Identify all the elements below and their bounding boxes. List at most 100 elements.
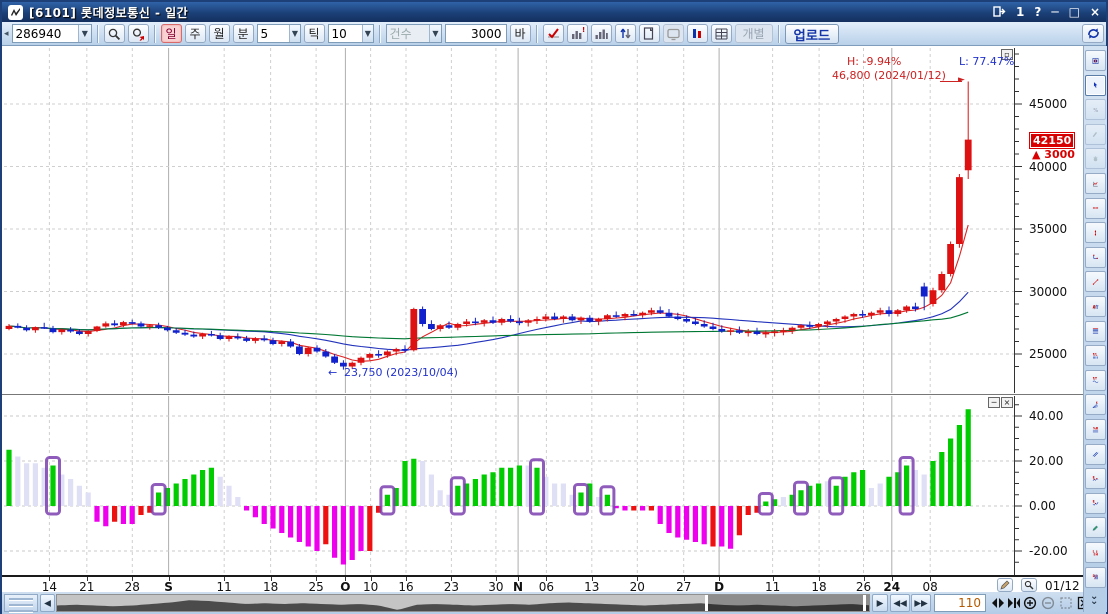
time-tick-label: S bbox=[164, 580, 173, 594]
bar-count-field[interactable] bbox=[444, 24, 507, 43]
indicator-minimize-icon[interactable]: ─ bbox=[988, 397, 1000, 408]
time-tick-label: 28 bbox=[124, 580, 140, 594]
chevron-down-icon[interactable]: ▼ bbox=[289, 25, 300, 42]
instance-badge[interactable]: 1 bbox=[1016, 5, 1025, 19]
horizontal-line-icon[interactable] bbox=[1085, 197, 1106, 219]
time-tick-label: D bbox=[714, 580, 725, 594]
svg-text:f/f: f/f bbox=[1093, 377, 1097, 381]
pencil-draw-icon[interactable] bbox=[1085, 517, 1106, 539]
trend-line-icon[interactable] bbox=[1085, 271, 1106, 293]
time-tick-label: 06 bbox=[538, 580, 554, 594]
minute-interval-value[interactable] bbox=[257, 26, 290, 41]
detach-window-icon[interactable] bbox=[993, 5, 1006, 19]
copy-chart-icon[interactable] bbox=[638, 24, 660, 43]
time-tick-label: 20 bbox=[629, 580, 645, 594]
parallel-channel-icon[interactable] bbox=[1085, 443, 1106, 465]
hand-move-icon bbox=[1085, 148, 1106, 170]
fib-bars-icon[interactable]: f/L bbox=[1085, 345, 1106, 367]
compress-horizontal-icon[interactable] bbox=[1006, 595, 1022, 611]
time-tick-label: 08 bbox=[922, 580, 938, 594]
expand-horizontal-icon[interactable] bbox=[990, 595, 1006, 611]
scroll-left-icon[interactable]: ◂ bbox=[40, 594, 55, 612]
last-price-marker: 42150 bbox=[1028, 131, 1076, 149]
pattern-candle-icon[interactable]: D bbox=[1085, 566, 1106, 588]
scrollbar-grip[interactable] bbox=[4, 594, 38, 613]
price-change-label: ▲ 3000 bbox=[1032, 147, 1075, 161]
visible-bars-input[interactable] bbox=[935, 595, 985, 611]
chevron-down-icon[interactable]: ▼ bbox=[362, 25, 373, 42]
period-week-button[interactable]: 주 bbox=[184, 24, 206, 43]
elliott-wave-icon[interactable]: E bbox=[1085, 468, 1106, 490]
sidebar-more-chevron-icon[interactable]: ⌄ ⌄ bbox=[1090, 591, 1099, 607]
indicator-close-icon[interactable]: × bbox=[1001, 397, 1013, 408]
indicator-histogram-panel[interactable] bbox=[4, 396, 1014, 575]
bar-count-input[interactable] bbox=[445, 25, 506, 42]
stock-code-combo[interactable]: ▼ bbox=[11, 24, 92, 43]
panel-divider[interactable] bbox=[2, 394, 1083, 395]
period-month-button[interactable]: 월 bbox=[208, 24, 230, 43]
search-button[interactable] bbox=[103, 24, 125, 43]
elliott-impulse-icon[interactable]: E bbox=[1085, 492, 1106, 514]
time-tick-label: 25 bbox=[308, 580, 324, 594]
hand-edit-icon bbox=[1085, 123, 1106, 145]
polyline-tool-icon[interactable] bbox=[1085, 246, 1106, 268]
time-tick-label: 14 bbox=[41, 580, 58, 594]
refresh-icon[interactable] bbox=[1082, 24, 1104, 43]
time-tick-label: 18 bbox=[811, 580, 827, 594]
price-tick-label: 45000 bbox=[1029, 97, 1068, 111]
compare-chart-icon[interactable] bbox=[686, 24, 708, 43]
time-tick-label: 24 bbox=[883, 580, 901, 594]
page-right-icon[interactable]: ▸▸ bbox=[911, 594, 931, 612]
data-grid-icon[interactable] bbox=[710, 24, 732, 43]
time-tick-label: 18 bbox=[262, 580, 279, 594]
fib-fan-icon[interactable]: f bbox=[1085, 394, 1106, 416]
visible-bars-field[interactable] bbox=[934, 594, 986, 612]
close-button[interactable]: × bbox=[1089, 5, 1100, 19]
vertical-line-icon[interactable] bbox=[1085, 222, 1106, 244]
cursor-arrow-icon[interactable] bbox=[1085, 74, 1106, 96]
title-bar: [6101] 롯데정보통신 - 일간 1 ? ─ □ × bbox=[2, 2, 1106, 22]
period-minute-button[interactable]: 분 bbox=[232, 24, 254, 43]
toolbar-scroll-left-icon[interactable]: ◂ bbox=[4, 28, 9, 39]
zoom-search-icon[interactable] bbox=[1021, 578, 1037, 592]
main-candle-chart[interactable] bbox=[4, 48, 1014, 393]
svg-text:E: E bbox=[1093, 475, 1095, 479]
mini-chart-icon[interactable] bbox=[1085, 173, 1106, 194]
chevron-down-icon[interactable]: ▼ bbox=[78, 25, 91, 42]
stock-code-input[interactable] bbox=[12, 26, 79, 41]
annotate-pencil-icon[interactable] bbox=[997, 578, 1013, 592]
history-navigator[interactable] bbox=[56, 594, 870, 612]
sort-updown-icon[interactable] bbox=[614, 24, 636, 43]
period-tick-button[interactable]: 틱 bbox=[303, 24, 325, 43]
svg-text:!: ! bbox=[582, 26, 585, 34]
tick-interval-value[interactable] bbox=[328, 26, 363, 41]
bar-apply-button[interactable]: 바 bbox=[509, 24, 531, 43]
maximize-button[interactable]: □ bbox=[1068, 5, 1080, 19]
signal-check-icon[interactable] bbox=[542, 24, 564, 43]
time-tick-label: 16 bbox=[398, 580, 414, 594]
help-button[interactable]: ? bbox=[1034, 5, 1042, 19]
period-day-button[interactable]: 일 bbox=[160, 24, 182, 43]
search-jump-button[interactable] bbox=[127, 24, 149, 43]
fib-wave-icon[interactable]: f/f bbox=[1085, 369, 1106, 391]
scroll-right-icon[interactable]: ▸ bbox=[872, 594, 888, 612]
app-logo-icon bbox=[8, 4, 23, 20]
chart-settings-icon[interactable] bbox=[1085, 50, 1106, 71]
fib-retracement-icon[interactable] bbox=[1085, 320, 1106, 342]
volume-bars-icon[interactable] bbox=[590, 24, 612, 43]
tv-view-icon bbox=[662, 24, 684, 43]
individual-button: 개별 bbox=[734, 24, 773, 43]
panel-restore-icon[interactable]: ▫ bbox=[1001, 49, 1013, 60]
page-left-icon[interactable]: ◂◂ bbox=[890, 594, 910, 612]
time-tick-label: 11 bbox=[764, 580, 781, 594]
upload-button[interactable]: 업로드 bbox=[784, 23, 840, 44]
minimize-button[interactable]: ─ bbox=[1051, 5, 1059, 19]
percent-range-icon[interactable]: %R bbox=[1085, 419, 1106, 440]
minute-interval-combo[interactable]: ▼ bbox=[256, 24, 301, 43]
zoom-in-circle-icon[interactable] bbox=[1022, 595, 1038, 611]
volume-alert-icon[interactable]: ! bbox=[566, 24, 588, 43]
tick-interval-combo[interactable]: ▼ bbox=[327, 24, 374, 43]
